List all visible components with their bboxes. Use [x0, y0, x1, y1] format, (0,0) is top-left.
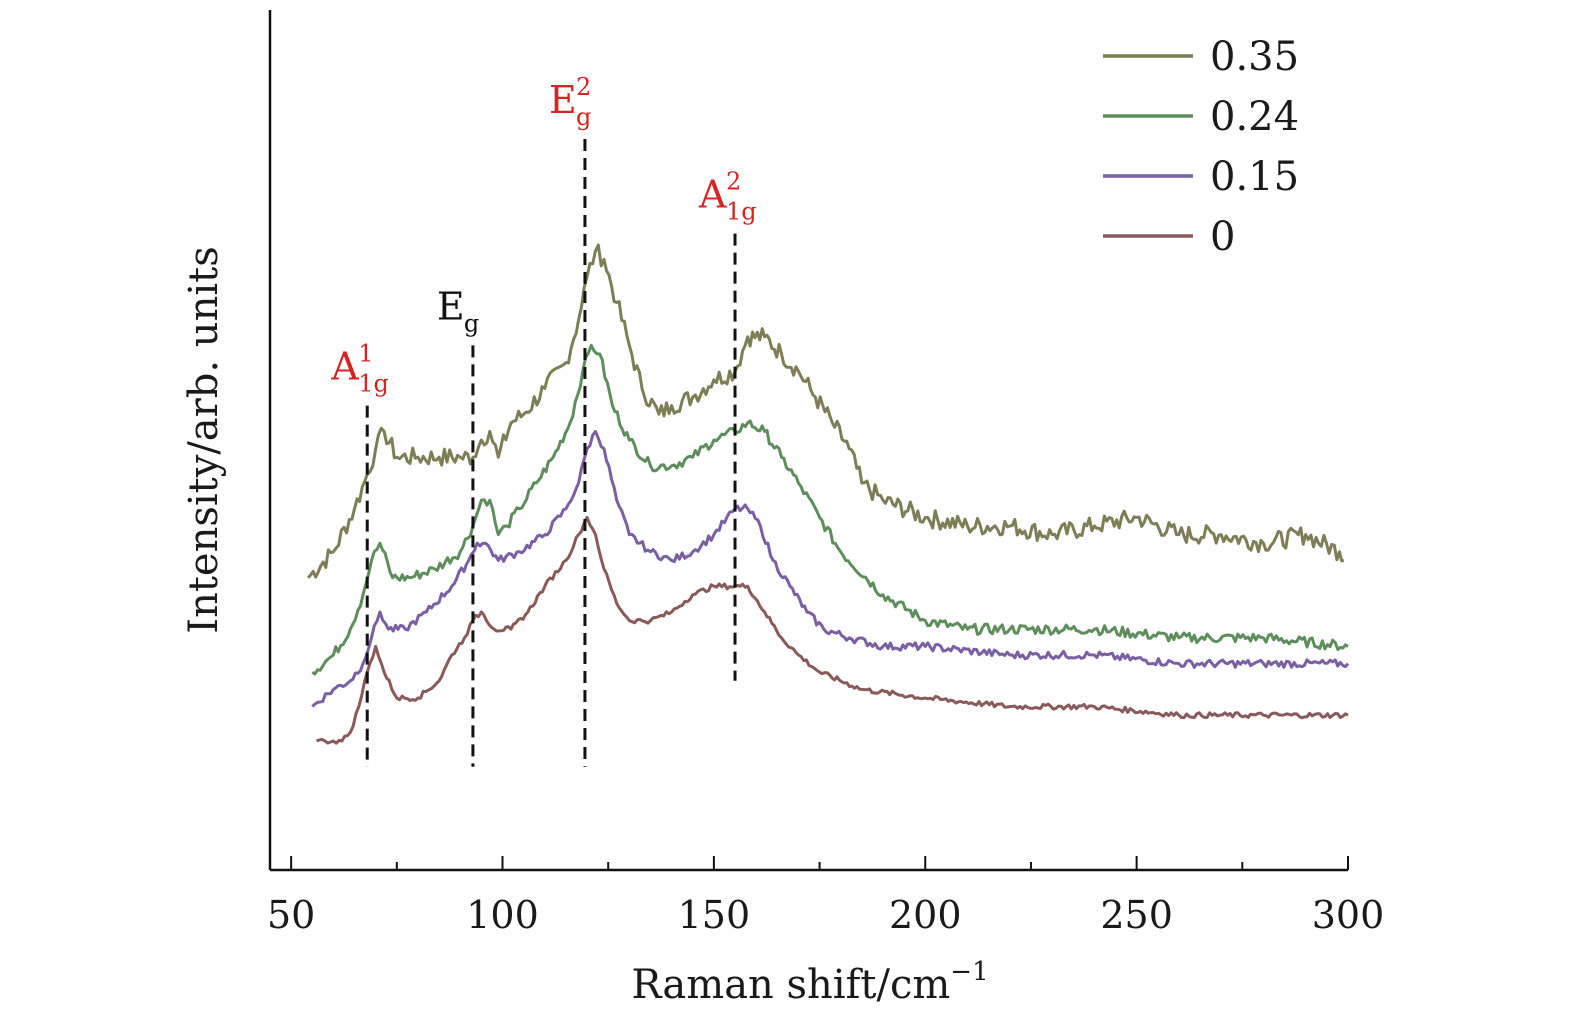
- legend-label-0.24: 0.24: [1210, 94, 1299, 140]
- x-tick-label-300: 300: [1312, 893, 1385, 937]
- peak-label-sub-0: 1g: [358, 370, 389, 398]
- x-axis-title-sup: −1: [950, 957, 988, 987]
- y-axis-title: Intensity/arb. units: [181, 246, 227, 633]
- x-tick-label-250: 250: [1100, 893, 1173, 937]
- series-line-0.24: [311, 343, 1349, 676]
- x-tick-label-150: 150: [678, 893, 751, 937]
- peak-label-1: E: [437, 284, 465, 328]
- x-tick-label-50: 50: [267, 893, 315, 937]
- peak-label-sup-3: 2: [726, 168, 741, 196]
- legend: 0.35 0.24 0.15 0: [1103, 34, 1299, 260]
- x-tick-label-200: 200: [889, 893, 962, 937]
- series-line-0: [315, 515, 1349, 745]
- series-line-0.15: [311, 429, 1350, 708]
- x-tick-label-100: 100: [466, 893, 539, 937]
- peak-label-0: A: [330, 345, 359, 389]
- x-axis-title: Raman shift/cm−1: [631, 957, 988, 1008]
- peak-label-2: E: [549, 78, 577, 122]
- legend-label-0: 0: [1210, 214, 1235, 260]
- axes: 50 100 150 200 250 300: [267, 10, 1384, 937]
- series-lines: [306, 243, 1350, 745]
- peak-label-sub-2: g: [576, 103, 591, 131]
- legend-label-0.15: 0.15: [1210, 154, 1299, 200]
- legend-label-0.35: 0.35: [1210, 34, 1299, 80]
- peak-label-sub-3: 1g: [726, 198, 757, 226]
- peak-label-3: A: [698, 173, 727, 217]
- peak-label-sup-2: 2: [576, 73, 591, 101]
- peak-label-sub-1: g: [464, 309, 479, 337]
- series-line-0.35: [306, 243, 1345, 579]
- x-axis-title-main: Raman shift/cm: [631, 962, 950, 1008]
- peak-label-sup-0: 1: [358, 340, 373, 368]
